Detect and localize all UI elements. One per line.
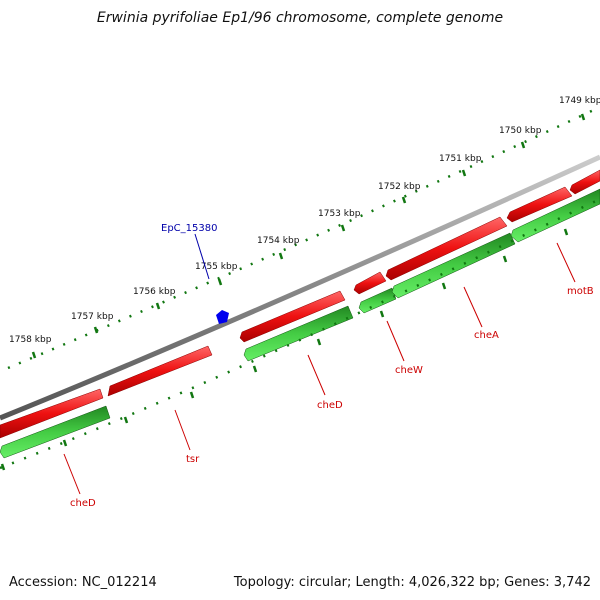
gene-arrow-forward [353,271,387,295]
gene-arrow-forward [569,169,600,195]
gene-label: motB [567,286,594,297]
gene-leader-line [63,453,81,495]
tick-mark [340,224,346,232]
genome-summary: Topology: circular; Length: 4,026,322 bp… [233,575,591,590]
gene-leader-line [386,320,405,362]
reverse-strand [0,188,600,459]
gene-label-texts: cheD tsr cheD cheW cheA motB [70,286,594,509]
tick-labels: 1749 kbp 1750 kbp 1751 kbp 1752 kbp 1753… [9,96,600,345]
tick-mark [379,310,385,318]
feature-leader-line [194,233,210,280]
scale-ring-inner [0,198,599,470]
gene-leader-line [307,354,326,396]
gene-leader-line [174,409,191,451]
tick-mark [401,196,407,204]
tick-mark [217,278,223,286]
tick-mark [93,326,99,334]
tick-mark [316,338,322,346]
tick-label: 1754 kbp [257,236,300,246]
tick-label: 1753 kbp [318,209,361,219]
backbone-ring [0,154,600,421]
tick-label: 1757 kbp [71,312,114,322]
tick-label: 1758 kbp [9,335,52,345]
gene-leader-line [556,242,576,283]
tick-mark [155,302,161,310]
tick-mark [441,282,447,290]
pentagon-marker-icon [216,310,229,324]
gene-label: cheW [395,365,423,376]
gene-label: cheA [474,330,499,341]
tick-label: 1756 kbp [133,287,176,297]
gene-arrow-forward [506,186,573,223]
tick-mark [502,255,508,263]
tick-mark [461,169,467,177]
tick-label: 1750 kbp [499,126,542,136]
gene-leader-line [463,286,483,328]
gene-label: cheD [70,498,96,509]
gene-label: tsr [186,454,200,465]
gene-labels [63,242,576,495]
tick-mark [189,391,195,399]
gene-arrow-reverse [391,232,516,299]
tick-mark [31,351,37,359]
tick-mark [278,252,284,260]
inner-ticks [0,228,569,471]
gene-arrow-forward [0,388,104,439]
scale-ticks [31,113,586,359]
gene-arrow-forward [239,290,346,343]
tick-label: 1751 kbp [439,154,482,164]
accession-label: Accession: NC_012214 [9,575,157,590]
tick-label: 1752 kbp [378,182,421,192]
feature-marker: EpC_15380 [161,223,229,324]
tick-mark [580,113,586,121]
gene-arrow-reverse [510,188,600,243]
gene-arrow-reverse [358,287,397,314]
tick-mark [252,365,258,373]
gene-arrow-forward [385,216,508,281]
map-title: Erwinia pyrifoliae Ep1/96 chromosome, co… [96,10,504,26]
gene-arrow-forward [107,345,213,397]
gene-arrow-reverse [0,405,111,459]
tick-mark [62,439,68,447]
tick-mark [563,228,569,236]
gene-label: cheD [317,400,343,411]
tick-label: 1749 kbp [559,96,600,106]
tick-mark [0,463,6,471]
tick-mark [123,416,129,424]
forward-strand [0,169,600,439]
tick-label: 1755 kbp [195,262,238,272]
tick-mark [520,141,526,149]
feature-label: EpC_15380 [161,223,217,234]
